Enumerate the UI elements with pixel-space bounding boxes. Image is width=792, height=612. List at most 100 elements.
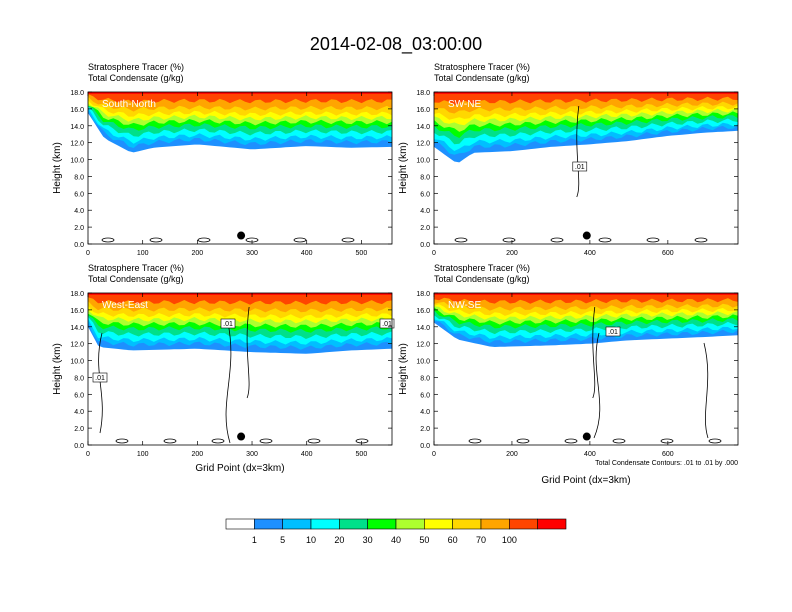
tracer-field	[88, 92, 392, 243]
y-axis-label: Height (km)	[52, 142, 63, 194]
colorbar-label: 100	[502, 535, 517, 545]
x-tick-label: 400	[301, 451, 313, 458]
colorbar-label: 60	[448, 535, 458, 545]
y-tick-label: 14.0	[70, 124, 84, 131]
condensate-contour	[211, 438, 225, 444]
condensate-contours	[468, 306, 722, 444]
condensate-contour	[703, 342, 709, 439]
chart-panel-south-north: South-North Stratosphere Tracer (%)Total …	[52, 62, 393, 257]
contour-label: .01	[382, 321, 392, 328]
x-tick-label: 0	[432, 451, 436, 458]
y-tick-label: 6.0	[74, 191, 84, 198]
contour-label-box	[220, 318, 236, 329]
contour-label: .01	[223, 321, 233, 328]
condensate-contour	[293, 237, 307, 243]
plot-frame	[433, 91, 739, 245]
contour-label-box	[379, 318, 395, 329]
colorbar-label: 10	[306, 535, 316, 545]
y-tick-label: 0.0	[420, 443, 430, 450]
condensate-contour	[592, 306, 596, 399]
x-tick-label: 500	[356, 451, 368, 458]
condensate-contour	[694, 237, 708, 243]
field-label-tracer: Stratosphere Tracer (%)	[434, 62, 530, 72]
colorbar-swatch	[282, 518, 312, 530]
tracer-band	[88, 92, 392, 104]
y-tick-label: 12.0	[70, 141, 84, 148]
y-tick-label: 6.0	[420, 191, 430, 198]
y-tick-label: 18.0	[70, 291, 84, 298]
x-tick-label: 100	[137, 451, 149, 458]
y-axis-label: Height (km)	[52, 343, 63, 395]
condensate-contour	[708, 438, 722, 444]
colorbar-label: 50	[419, 535, 429, 545]
condensate-contour	[225, 322, 232, 444]
contour-footnote: Total Condensate Contours: .01 to .01 by…	[595, 460, 738, 467]
y-tick-label: 4.0	[74, 409, 84, 416]
y-axis-label: Height (km)	[398, 142, 409, 194]
x-tick-label: 200	[506, 451, 518, 458]
tracer-band	[434, 92, 738, 106]
colorbar-swatch	[537, 518, 567, 530]
y-tick-label: 10.0	[70, 359, 84, 366]
colorbar-label: 40	[391, 535, 401, 545]
condensate-contour	[516, 438, 530, 444]
contour-label: .01	[575, 164, 585, 171]
contour-label-box	[572, 161, 588, 172]
field-label-tracer: Stratosphere Tracer (%)	[88, 62, 184, 72]
plot-frame	[433, 292, 739, 446]
x-tick-label: 400	[584, 250, 596, 257]
condensate-contour	[646, 237, 660, 243]
condensate-contour	[98, 332, 103, 434]
colorbar-swatch	[395, 518, 425, 530]
y-axis-label: Height (km)	[398, 343, 409, 395]
location-marker	[237, 231, 246, 240]
panel-label: NW-SE	[448, 300, 481, 311]
tracer-band	[88, 293, 392, 295]
plot-frame	[87, 292, 393, 446]
tracer-band	[88, 92, 392, 94]
y-tick-label: 8.0	[74, 174, 84, 181]
y-tick-label: 6.0	[420, 392, 430, 399]
y-tick-label: 2.0	[74, 225, 84, 232]
condensate-contour	[660, 438, 674, 444]
plot-frame	[87, 91, 393, 245]
y-tick-label: 2.0	[74, 426, 84, 433]
chart-panel-sw-ne: .01 SW-NE Stratosphere Tracer (%)Total Con…	[398, 62, 739, 257]
panel-label: South-North	[102, 99, 156, 110]
y-tick-label: 0.0	[74, 242, 84, 249]
colorbar-swatch	[254, 518, 283, 530]
x-tick-label: 500	[356, 250, 368, 257]
y-tick-label: 2.0	[420, 426, 430, 433]
condensate-contour	[612, 438, 626, 444]
y-tick-label: 12.0	[416, 141, 430, 148]
y-tick-label: 18.0	[416, 90, 430, 97]
colorbar-label: 20	[334, 535, 344, 545]
field-label-condensate: Total Condensate (g/kg)	[88, 73, 184, 83]
y-tick-label: 2.0	[420, 225, 430, 232]
panel-label: West-East	[102, 300, 148, 311]
condensate-contour	[101, 237, 115, 243]
x-tick-label: 200	[506, 250, 518, 257]
tracer-band	[434, 293, 738, 304]
colorbar-swatch	[480, 518, 510, 530]
condensate-contour	[502, 237, 516, 243]
condensate-contour	[307, 438, 321, 444]
x-tick-label: 0	[86, 451, 90, 458]
colorbar-swatch	[367, 518, 397, 530]
condensate-contour	[355, 438, 369, 444]
y-tick-label: 14.0	[416, 325, 430, 332]
y-tick-label: 4.0	[420, 409, 430, 416]
location-marker	[237, 432, 246, 441]
y-tick-label: 12.0	[416, 342, 430, 349]
y-tick-label: 4.0	[74, 208, 84, 215]
tracer-band	[434, 92, 738, 94]
y-tick-label: 12.0	[70, 342, 84, 349]
x-tick-label: 0	[86, 250, 90, 257]
y-tick-label: 8.0	[74, 375, 84, 382]
colorbar-swatch	[509, 518, 538, 530]
x-tick-label: 400	[584, 451, 596, 458]
y-tick-label: 6.0	[74, 392, 84, 399]
condensate-contour	[564, 438, 578, 444]
y-tick-label: 0.0	[74, 443, 84, 450]
